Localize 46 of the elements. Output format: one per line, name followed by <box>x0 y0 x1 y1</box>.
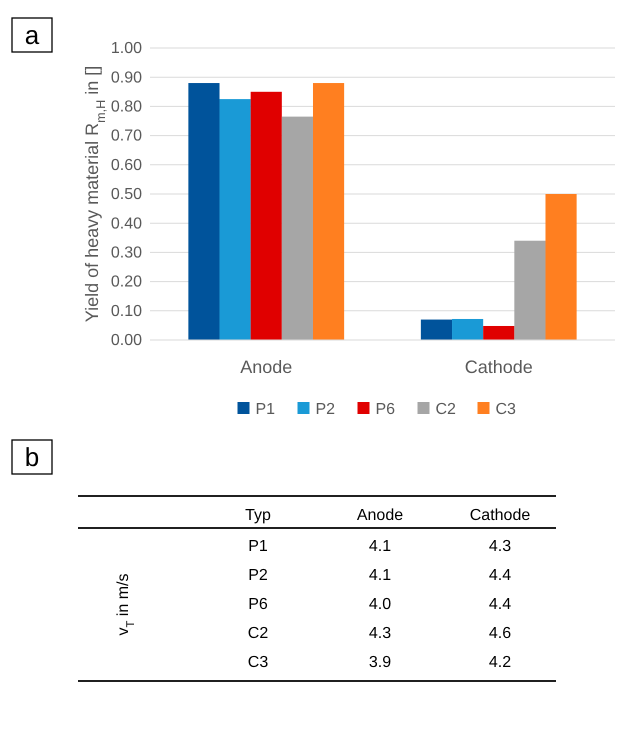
data-label: 4.2 <box>488 654 512 671</box>
bar <box>452 318 484 340</box>
text: Anode <box>356 507 404 524</box>
bar <box>312 83 344 340</box>
y-tick-label: 0.10 <box>110 302 142 320</box>
bar <box>220 99 251 340</box>
bar <box>420 320 452 340</box>
y-tick-label: 1.00 <box>110 40 142 58</box>
data-label: 4.3 <box>488 538 512 555</box>
legend-label: C3 <box>496 401 516 418</box>
bar <box>282 116 313 340</box>
data-label: 4.1 <box>368 538 392 555</box>
legend-label: P1 <box>256 401 276 418</box>
bar <box>514 240 546 340</box>
category-label: P2 <box>248 567 268 584</box>
legend-label: P6 <box>376 401 396 418</box>
category-label: C2 <box>248 625 268 642</box>
y-tick-label: 0.80 <box>110 98 142 116</box>
text: Typ <box>245 507 271 524</box>
y-tick-label: 0.30 <box>110 244 142 262</box>
y-tick-label: 0.00 <box>110 332 142 350</box>
category-label: P1 <box>248 538 268 555</box>
legend-label: P2 <box>316 401 336 418</box>
data-label: 4.0 <box>368 596 392 613</box>
y-tick-label: 0.70 <box>110 128 142 145</box>
y-tick-label: 0.60 <box>110 156 142 174</box>
data-label: 4.4 <box>488 596 512 613</box>
chart-title: a <box>24 20 40 50</box>
text: Cathode <box>470 507 530 524</box>
y-tick-label: 0.20 <box>110 274 142 291</box>
legend-label: C2 <box>436 401 456 418</box>
y-tick-label: 0.50 <box>110 186 142 204</box>
data-label: 4.4 <box>488 567 512 584</box>
bar <box>188 83 220 340</box>
bar <box>250 92 282 340</box>
data-label: 4.1 <box>368 567 392 584</box>
data-label: 4.3 <box>368 625 392 642</box>
bar <box>483 326 514 340</box>
y-tick-label: 0.90 <box>110 69 142 86</box>
category-label: C3 <box>248 654 268 671</box>
text: b <box>24 442 40 472</box>
bar <box>545 194 577 340</box>
y-tick-label: 0.40 <box>110 215 142 232</box>
category-label: P6 <box>248 596 268 613</box>
data-label: 3.9 <box>368 654 392 671</box>
data-label: 4.6 <box>488 625 512 642</box>
